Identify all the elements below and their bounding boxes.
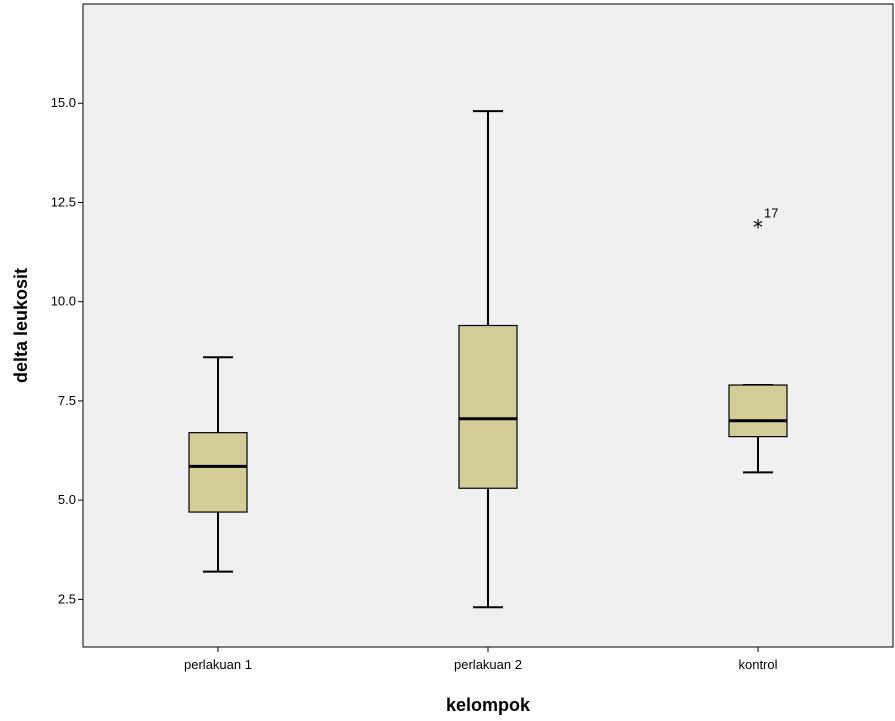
y-axis-title: delta leukosit	[11, 268, 31, 383]
boxes-group: *17	[188, 110, 788, 609]
iqr-box	[728, 384, 788, 438]
y-axis: 2.5 5.0 7.5 10.0 12.5 15.0	[51, 95, 83, 606]
outlier-label: 17	[764, 205, 778, 220]
outlier-marker: *	[753, 215, 763, 239]
y-tick-label: 15.0	[51, 95, 76, 110]
y-tick-label: 7.5	[58, 393, 76, 408]
y-tick-label: 5.0	[58, 492, 76, 507]
x-axis-title: kelompok	[446, 695, 531, 715]
x-tick-label: perlakuan 2	[454, 657, 522, 672]
y-tick-label: 10.0	[51, 294, 76, 309]
y-tick-label: 12.5	[51, 194, 76, 209]
iqr-box	[188, 432, 248, 513]
x-axis: perlakuan 1 perlakuan 2 kontrol	[184, 647, 778, 672]
iqr-box	[458, 324, 518, 489]
box-kontrol: *17	[728, 205, 788, 474]
x-tick-label: kontrol	[738, 657, 777, 672]
box-perlakuan-2	[458, 110, 518, 609]
box-perlakuan-1	[188, 356, 248, 573]
y-tick-label: 2.5	[58, 591, 76, 606]
x-tick-label: perlakuan 1	[184, 657, 252, 672]
